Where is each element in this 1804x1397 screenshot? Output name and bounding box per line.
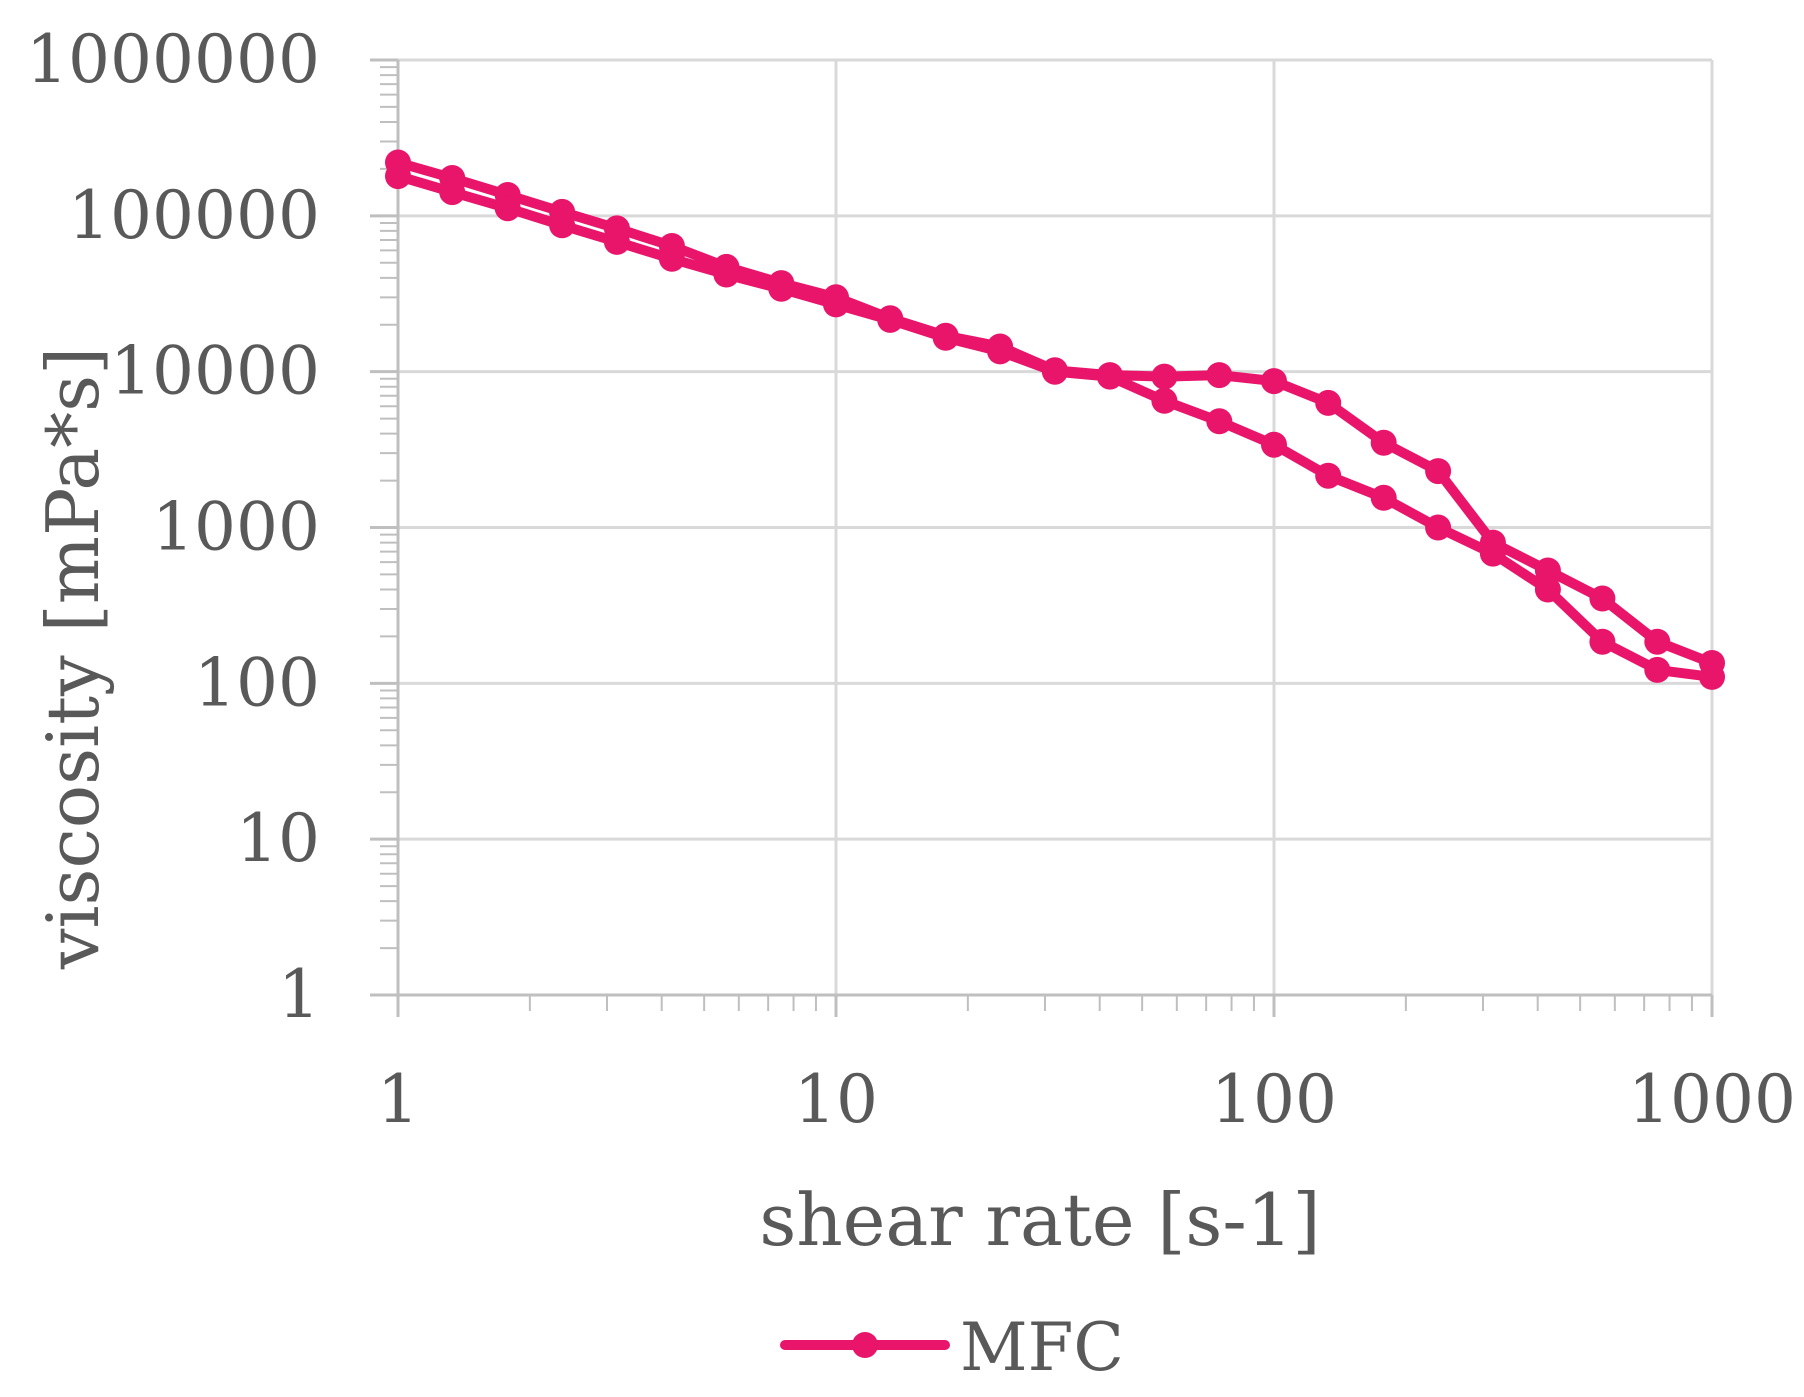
data-point xyxy=(877,306,904,333)
series-line-mfc xyxy=(393,157,1717,682)
data-point xyxy=(549,212,576,239)
data-point xyxy=(1534,576,1561,603)
series-layer xyxy=(385,149,1725,690)
data-point xyxy=(1315,389,1342,416)
data-point xyxy=(658,245,685,272)
data-point xyxy=(1261,431,1287,458)
data-point xyxy=(768,275,795,302)
labels-layer: shear rate [s-1] viscosity [mPa*s] 1 10 10… xyxy=(26,21,1796,1262)
legend-marker-swatch xyxy=(852,1332,878,1358)
data-point xyxy=(1425,514,1452,541)
x-tick-label: 1000 xyxy=(1628,1061,1796,1138)
data-point xyxy=(494,195,521,222)
y-tick-label: 1 xyxy=(278,956,320,1033)
data-point xyxy=(1206,408,1233,435)
data-point xyxy=(1699,663,1725,690)
y-tick-label: 1000 xyxy=(152,489,320,566)
y-tick-label: 10000 xyxy=(110,333,320,410)
data-point xyxy=(1425,458,1452,485)
data-point xyxy=(1261,368,1287,395)
data-point xyxy=(1315,462,1342,489)
legend-label: MFC xyxy=(960,1309,1124,1386)
data-point xyxy=(713,261,740,288)
data-point xyxy=(603,228,630,255)
data-point xyxy=(1041,358,1068,385)
x-axis-title: shear rate [s-1] xyxy=(759,1178,1320,1262)
legend: MFC xyxy=(780,1309,1124,1386)
data-point xyxy=(1206,362,1233,389)
y-tick-label: 10 xyxy=(236,800,320,877)
data-point xyxy=(823,291,849,318)
data-point xyxy=(439,179,466,206)
data-point xyxy=(1479,540,1506,567)
data-point xyxy=(1370,484,1397,511)
data-point xyxy=(932,324,959,351)
data-point xyxy=(1534,557,1561,584)
data-point xyxy=(385,163,411,190)
y-tick-label: 1000000 xyxy=(26,21,320,98)
data-point xyxy=(1644,628,1671,655)
x-tick-label: 10 xyxy=(794,1061,878,1138)
grid xyxy=(398,58,1714,995)
data-point xyxy=(1644,656,1671,683)
x-tick-label: 100 xyxy=(1211,1061,1337,1138)
axes xyxy=(370,58,1714,1017)
x-tick-label: 1 xyxy=(377,1061,419,1138)
y-tick-label: 100 xyxy=(194,644,320,721)
data-point xyxy=(1370,429,1397,456)
data-point xyxy=(1151,387,1178,414)
data-point xyxy=(1096,363,1123,390)
data-point xyxy=(1589,628,1616,655)
y-tick-label: 100000 xyxy=(68,177,320,254)
y-axis-title: viscosity [mPa*s] xyxy=(31,347,115,970)
data-point xyxy=(1589,585,1616,612)
data-point xyxy=(987,338,1014,365)
data-point xyxy=(1151,363,1178,390)
